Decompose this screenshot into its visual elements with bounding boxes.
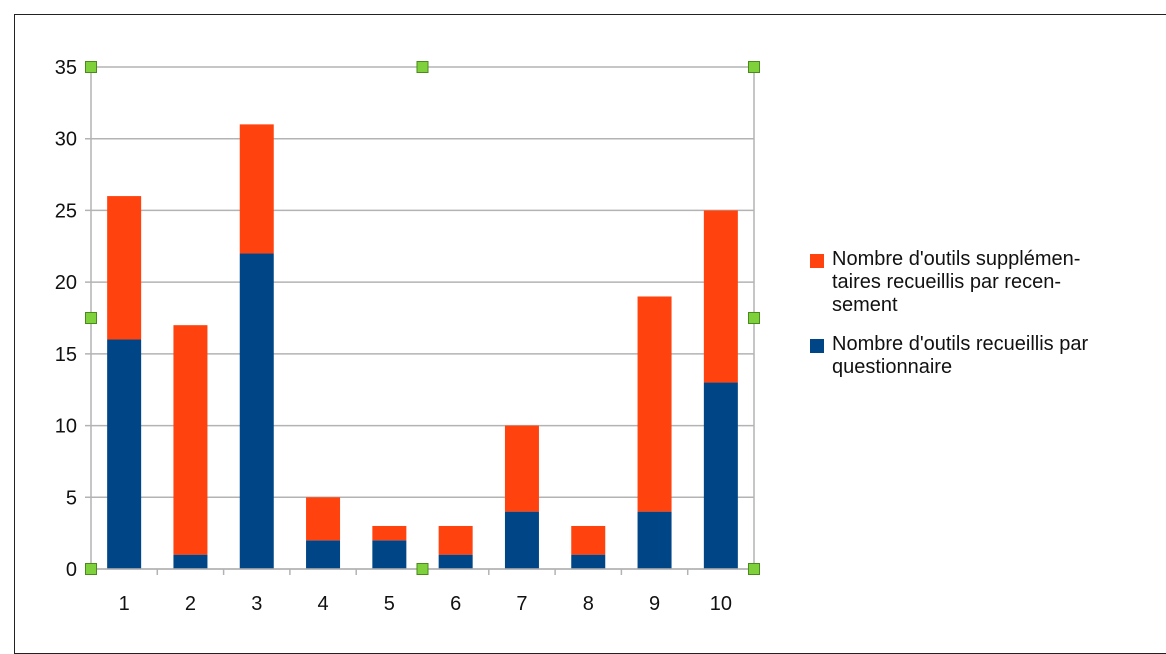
bar-recensement-9 (637, 296, 672, 512)
y-tick-label: 30 (55, 129, 77, 151)
x-tick-label: 2 (185, 593, 196, 615)
selection-handle[interactable] (85, 61, 97, 73)
y-tick-label: 35 (55, 57, 77, 79)
bar-questionnaire-9 (637, 511, 672, 569)
bar-recensement-2 (173, 325, 208, 555)
selection-handle[interactable] (416, 563, 429, 575)
selection-handle[interactable] (85, 563, 97, 575)
bar-questionnaire-8 (571, 554, 606, 569)
bar-questionnaire-10 (703, 382, 738, 569)
x-tick-label: 9 (649, 593, 660, 615)
bar-questionnaire-1 (107, 339, 142, 569)
legend-swatch-recensement (810, 254, 824, 268)
bar-recensement-1 (107, 196, 142, 340)
bar-questionnaire-2 (173, 554, 208, 569)
bar-recensement-6 (438, 525, 473, 555)
legend-swatch-questionnaire (810, 339, 824, 353)
bar-recensement-4 (306, 497, 341, 541)
legend-item-recensement: Nombre d'outils supplémen- taires recuei… (810, 248, 1166, 317)
selection-handle[interactable] (748, 61, 760, 73)
bar-questionnaire-4 (306, 540, 341, 569)
x-tick-label: 7 (516, 593, 527, 615)
x-tick-labels: 1 2 3 4 5 6 7 8 9 10 (119, 593, 732, 615)
selection-handle[interactable] (748, 563, 760, 575)
x-tick-label: 10 (710, 593, 732, 615)
selection-handle[interactable] (85, 312, 97, 324)
bar-questionnaire-7 (504, 511, 539, 569)
x-tick-label: 5 (384, 593, 395, 615)
y-tick-label: 15 (55, 344, 77, 366)
x-tick-label: 8 (583, 593, 594, 615)
bar-recensement-8 (571, 525, 606, 555)
selection-handle[interactable] (748, 312, 760, 324)
selection-handle[interactable] (416, 61, 429, 73)
legend-item-questionnaire: Nombre d'outils recueillis par questionn… (810, 333, 1166, 379)
bar-recensement-7 (504, 425, 539, 512)
y-tick-labels: 0 5 10 15 20 25 30 35 (55, 57, 77, 581)
legend-label-recensement: Nombre d'outils supplémen- taires recuei… (832, 248, 1081, 316)
y-tick-label: 20 (55, 272, 77, 294)
y-tick-label: 25 (55, 200, 77, 222)
y-tick-label: 5 (66, 487, 77, 509)
bar-questionnaire-5 (372, 540, 407, 569)
bar-recensement-10 (703, 210, 738, 383)
bars (107, 124, 738, 569)
bar-recensement-3 (239, 124, 274, 254)
bar-questionnaire-6 (438, 554, 473, 569)
y-tick-label: 10 (55, 416, 77, 438)
selection-handles[interactable] (85, 61, 760, 575)
bar-recensement-5 (372, 525, 407, 541)
bar-questionnaire-3 (239, 253, 274, 569)
x-tick-label: 1 (119, 593, 130, 615)
bar-chart[interactable]: 0 5 10 15 20 25 30 35 1 2 3 4 5 6 7 8 9 10 (0, 0, 800, 637)
x-tick-label: 3 (251, 593, 262, 615)
x-tick-label: 6 (450, 593, 461, 615)
x-tick-label: 4 (317, 593, 328, 615)
y-tick-label: 0 (66, 559, 77, 581)
legend: Nombre d'outils supplémen- taires recuei… (810, 248, 1166, 395)
legend-label-questionnaire: Nombre d'outils recueillis par questionn… (832, 333, 1089, 378)
